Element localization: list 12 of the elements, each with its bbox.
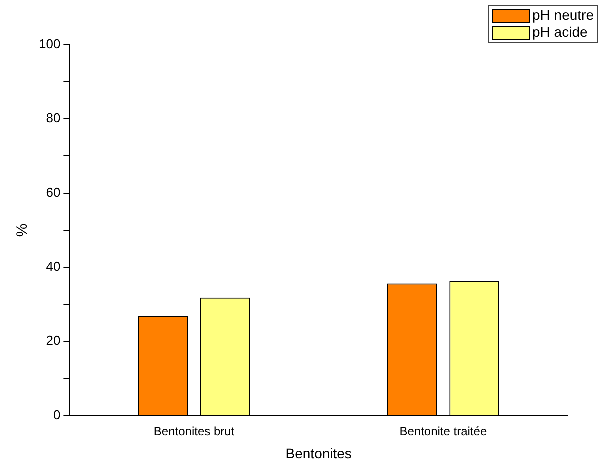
y-axis-title: % (14, 224, 32, 238)
y-tick-label: 60 (46, 184, 61, 200)
x-tick-label: Bentonites brut (154, 424, 236, 438)
y-tick-label: 20 (46, 333, 61, 348)
y-tick-label: 40 (46, 259, 61, 274)
legend-label: pH neutre (532, 7, 594, 24)
y-tick-label: 100 (38, 36, 61, 52)
y-tick-label: 0 (53, 407, 61, 422)
legend-label: pH acide (532, 24, 588, 41)
x-axis-title: Bentonites (286, 445, 352, 462)
y-tick-label: 80 (46, 110, 61, 126)
x-tick-label: Bentonite traitée (400, 424, 488, 438)
